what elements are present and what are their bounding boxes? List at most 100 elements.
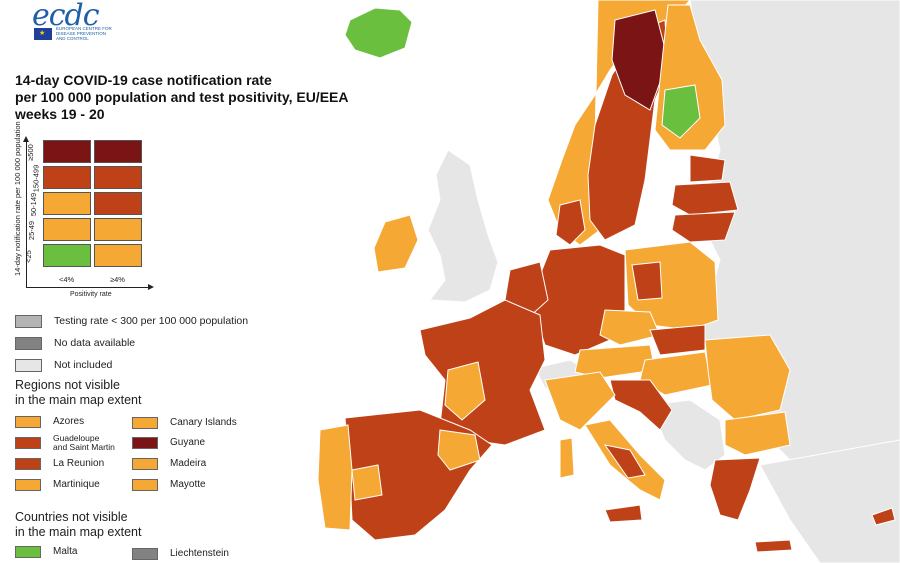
matrix-x-axis-title: Positivity rate [70,291,112,298]
bulgaria [724,411,791,456]
country-swatch [15,546,41,558]
region-martinique: Martinique [15,479,100,491]
legend-swatch [15,314,42,328]
matrix-cell [94,140,142,163]
region-swatch [15,458,41,470]
map-title-line: 14-day COVID-19 case notification rate [15,72,272,88]
region-label: Martinique [53,479,100,490]
region-label: Canary Islands [170,417,237,428]
finland-region [661,84,701,139]
legend-testing-rate: Testing rate < 300 per 100 000 populatio… [15,314,248,328]
denmark [555,199,586,246]
region-swatch [15,437,41,449]
matrix-cell [43,244,91,267]
non-eu-land-uk [427,149,499,303]
legend-not-included: Not included [15,358,112,372]
region-la-reunion: La Reunion [15,458,104,470]
region-label: Mayotte [170,479,206,490]
portugal [317,424,353,531]
legend-swatch [15,358,42,372]
matrix-row-label: ≥500 [25,144,35,161]
region-label: Azores [53,416,85,427]
logo-subtitle: EUROPEAN CENTRE FOR DISEASE PREVENTION A… [56,26,116,41]
iceland [344,7,413,59]
map-title-line: weeks 19 - 20 [15,106,105,122]
matrix-column-label: <4% [59,275,75,284]
matrix-cell [43,140,91,163]
region-canary-islands: Canary Islands [132,417,237,429]
matrix-row-label: 50-149 [29,192,39,217]
matrix-cell [43,218,91,241]
benelux [504,261,549,319]
logo-subtitle-line: DISEASE PREVENTION [56,31,107,36]
poland-region [631,261,663,301]
matrix-row-label: 25-49 [27,220,37,241]
logo-subtitle-line: EUROPEAN CENTRE FOR [56,26,112,31]
map-title-line: per 100 000 population and test positivi… [15,89,349,105]
regions-heading: Regions not visible in the main map exte… [15,378,142,407]
sweden-north [611,9,669,111]
legend-label: Not included [54,359,113,371]
italy-region [603,444,646,479]
matrix-cell [43,166,91,189]
region-swatch [132,417,158,429]
matrix-column-label: ≥4% [110,275,125,284]
spain-region-b [351,464,383,501]
region-guyane: Guyane [132,437,205,449]
country-swatch [132,548,158,560]
legend-label: Testing rate < 300 per 100 000 populatio… [54,315,249,327]
map-title: 14-day COVID-19 case notification rate p… [15,72,348,123]
greece [709,457,761,521]
matrix-y-axis [23,136,29,288]
country-label: Liechtenstein [170,548,229,559]
region-swatch [132,479,158,491]
romania [704,334,791,421]
slovakia [649,324,706,356]
non-eu-land-turkey [759,439,900,563]
region-label: Guadeloupe and Saint Martin [53,433,115,452]
matrix-x-axis [26,284,154,290]
matrix-row-label: <25 [23,250,33,263]
matrix-cell [43,192,91,215]
countries-heading: Countries not visible in the main map ex… [15,510,142,539]
country-liechtenstein: Liechtenstein [132,548,229,560]
region-swatch [15,416,41,428]
region-label: Madeira [170,458,207,469]
region-guadeloupe: Guadeloupe and Saint Martin [15,434,115,452]
matrix-cell [94,244,142,267]
ecdc-logo: ecdc EUROPEAN CENTRE FOR DISEASE PREVENT… [30,0,112,42]
cyprus [871,507,896,526]
matrix-cell [94,192,142,215]
legend-no-data: No data available [15,336,135,350]
logo-subtitle-line: AND CONTROL [56,36,89,41]
country-malta: Malta [15,546,77,558]
hungary [639,351,713,396]
country-label: Malta [53,546,78,557]
sardinia [559,437,575,479]
region-mayotte: Mayotte [132,479,206,491]
legend-label: No data available [54,337,136,349]
sicily [604,504,643,523]
czechia [599,309,661,346]
region-azores: Azores [15,416,84,428]
region-swatch [15,479,41,491]
latvia [671,181,739,216]
ireland [373,214,419,273]
matrix-cell [94,166,142,189]
france-west [444,361,486,421]
matrix-cell [94,218,142,241]
region-swatch [132,458,158,470]
spain-region-a [437,429,481,471]
italy-north [544,371,616,431]
legend-swatch [15,336,42,350]
region-label: La Reunion [53,458,105,469]
eu-flag-icon [34,28,52,40]
estonia [689,154,726,183]
lithuania [671,211,736,243]
region-madeira: Madeira [132,458,206,470]
crete [754,539,793,553]
slovenia-croatia [609,379,673,431]
matrix-row-label: 150-499 [31,164,41,193]
region-swatch [132,437,158,449]
